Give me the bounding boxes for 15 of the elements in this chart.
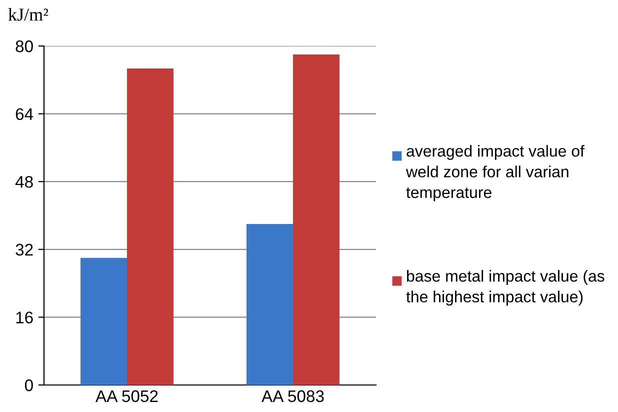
y-tick-label: 80	[16, 40, 33, 52]
x-tick-label: AA 5083	[262, 390, 324, 402]
y-tick-label: 64	[16, 108, 34, 120]
bar	[246, 224, 293, 385]
legend-label: averaged impact value of weld zone for all varian temperature	[406, 145, 584, 202]
bar	[127, 68, 174, 385]
y-tick-label: 32	[16, 244, 33, 256]
legend-label: base metal impact value (as the highest impact value)	[406, 270, 604, 306]
y-tick-label: 48	[15, 176, 33, 188]
y-axis-title: kJ/m²	[8, 8, 48, 21]
y-tick-label: 16	[16, 312, 33, 324]
bar	[293, 54, 340, 385]
bar	[80, 258, 127, 385]
x-tick-label: AA 5052	[96, 390, 158, 402]
y-tick-label: 0	[24, 379, 33, 392]
